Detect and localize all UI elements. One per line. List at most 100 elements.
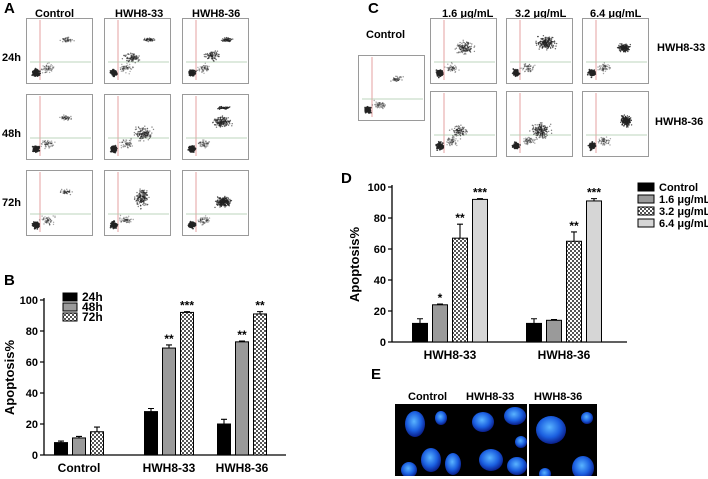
chart-D-category-label: HWH8-33 xyxy=(424,348,477,362)
micrograph-2 xyxy=(461,404,527,476)
micrograph-1 xyxy=(395,404,461,476)
panel-c-row-hwh8-36: HWH8-36 xyxy=(655,116,704,128)
chart-B-category-label: HWH8-33 xyxy=(143,461,196,475)
chart-B-y-axis-label: Apoptosis% xyxy=(2,340,17,416)
chart-B-y-tick-label: 80 xyxy=(26,326,38,338)
flow-plot-c-r2-c2 xyxy=(506,91,573,157)
chart-B-bar xyxy=(235,341,249,456)
chart-B-significance-mark: ** xyxy=(255,299,265,313)
chart-B-significance-mark: ** xyxy=(237,328,247,342)
chart-D-significance-mark: *** xyxy=(587,186,601,200)
chart-D-error-bar xyxy=(531,318,537,324)
chart-B-legend-swatch xyxy=(62,302,78,312)
chart-B-legend-swatch xyxy=(62,292,78,302)
panel-a-column-hwh8-36: HWH8-36 xyxy=(192,8,241,20)
chart-D-y-tick-label: 60 xyxy=(374,244,386,256)
panel-label-c: C xyxy=(368,0,379,17)
chart-B-y-tick-label: 40 xyxy=(26,388,38,400)
flow-plot-c-r1-c3 xyxy=(582,18,649,84)
chart-D-legend-label: 3.2 μg/mL xyxy=(659,206,708,218)
panel-b-bar-chart: 020406080100Apoptosis%Control*****HWH8-3… xyxy=(2,290,286,475)
chart-B-y-tick-label: 60 xyxy=(26,357,38,369)
chart-B-error-bar xyxy=(148,407,154,412)
panel-c-control-label: Control xyxy=(366,29,406,41)
chart-B-legend-label: 48h xyxy=(82,300,103,314)
chart-B-error-bar xyxy=(94,426,100,432)
chart-D-legend-swatch xyxy=(637,182,655,192)
panel-a-row-48h: 48h xyxy=(2,128,21,140)
chart-B-y-tick-label: 0 xyxy=(32,450,38,462)
chart-D-error-bar xyxy=(591,198,597,201)
chart-D-category-label: HWH8-36 xyxy=(538,348,591,362)
chart-B-legend-label: 72h xyxy=(82,310,103,324)
chart-D-y-tick-label: 40 xyxy=(374,275,386,287)
chart-B-error-bar xyxy=(166,344,172,349)
panel-a-row-24h: 24h xyxy=(2,52,21,64)
chart-B-error-bar xyxy=(184,311,190,313)
chart-D-legend-label: Control xyxy=(659,182,698,194)
panel-a-column-hwh8-33: HWH8-33 xyxy=(115,8,164,20)
chart-D-significance-mark: ** xyxy=(455,211,465,225)
chart-D-bar xyxy=(452,237,468,343)
panel-a-column-control: Control xyxy=(35,8,75,20)
chart-D-legend-swatch xyxy=(637,218,655,228)
chart-D-bar xyxy=(546,319,562,343)
flow-plot-a-r3-c3 xyxy=(182,170,249,236)
panel-e-column-control: Control xyxy=(408,391,448,403)
chart-D-significance-mark: ** xyxy=(569,219,579,233)
chart-D-y-tick-label: 20 xyxy=(374,306,386,318)
flow-plot-a-r2-c3 xyxy=(182,94,249,160)
panel-a-row-72h: 72h xyxy=(2,197,21,209)
panel-e-column-hwh8-33: HWH8-33 xyxy=(466,391,515,403)
chart-D-bar xyxy=(566,240,582,343)
chart-D-bar xyxy=(432,304,448,343)
chart-D-y-tick-label: 80 xyxy=(374,213,386,225)
chart-B-bar xyxy=(162,347,176,456)
chart-D-error-bar xyxy=(571,231,577,242)
chart-B-legend-label: 24h xyxy=(82,290,103,304)
flow-plot-c-r1-c1 xyxy=(430,18,497,84)
chart-D-error-bar xyxy=(437,303,443,305)
chart-B-category-label: HWH8-36 xyxy=(216,461,269,475)
chart-B-bar xyxy=(180,311,194,456)
micrograph-3 xyxy=(529,404,597,476)
flow-plot-a-r1-c2 xyxy=(104,18,171,84)
panel-label-a: A xyxy=(4,0,15,17)
chart-B-bar xyxy=(217,423,231,456)
panel-label-e: E xyxy=(371,366,382,383)
chart-B-category-label: Control xyxy=(58,461,101,475)
chart-D-bar xyxy=(472,198,488,343)
chart-B-y-tick-label: 100 xyxy=(20,295,38,307)
chart-B-error-bar xyxy=(239,340,245,342)
panel-label-b: B xyxy=(4,272,15,289)
chart-D-significance-mark: * xyxy=(438,291,443,305)
chart-D-legend-label: 6.4 μg/mL xyxy=(659,218,708,230)
flow-plot-c-r1-c2 xyxy=(506,18,573,84)
chart-D-y-axis-label: Apoptosis% xyxy=(347,227,362,303)
chart-D-legend-label: 1.6 μg/mL xyxy=(659,194,708,206)
chart-B-bar xyxy=(90,431,104,456)
flow-plot-a-r3-c2 xyxy=(104,170,171,236)
chart-B-error-bar xyxy=(58,440,64,443)
panel-c-column-6-4: 6.4 μg/mL xyxy=(590,8,642,20)
flow-plot-c-r2-c3 xyxy=(582,91,649,157)
panel-c-row-hwh8-33: HWH8-33 xyxy=(657,42,706,54)
chart-D-error-bar xyxy=(477,198,483,200)
chart-D-error-bar xyxy=(417,318,423,324)
chart-D-bar xyxy=(526,322,542,343)
chart-D-y-tick-label: 0 xyxy=(380,337,386,349)
flow-plot-a-r2-c2 xyxy=(104,94,171,160)
chart-B-error-bar xyxy=(257,311,263,314)
chart-B-error-bar xyxy=(76,435,82,438)
chart-B-bar xyxy=(144,411,158,456)
panel-c-column-3-2: 3.2 μg/mL xyxy=(515,8,567,20)
chart-D-bar xyxy=(412,322,428,343)
chart-B-significance-mark: ** xyxy=(164,332,174,346)
chart-B-y-tick-label: 20 xyxy=(26,419,38,431)
flow-plot-a-r2-c1 xyxy=(26,94,93,160)
flow-plot-c-r2-c1 xyxy=(430,91,497,157)
chart-D-legend-swatch xyxy=(637,206,655,216)
chart-D-bar xyxy=(586,200,602,343)
flow-plot-a-r1-c1 xyxy=(26,18,93,84)
